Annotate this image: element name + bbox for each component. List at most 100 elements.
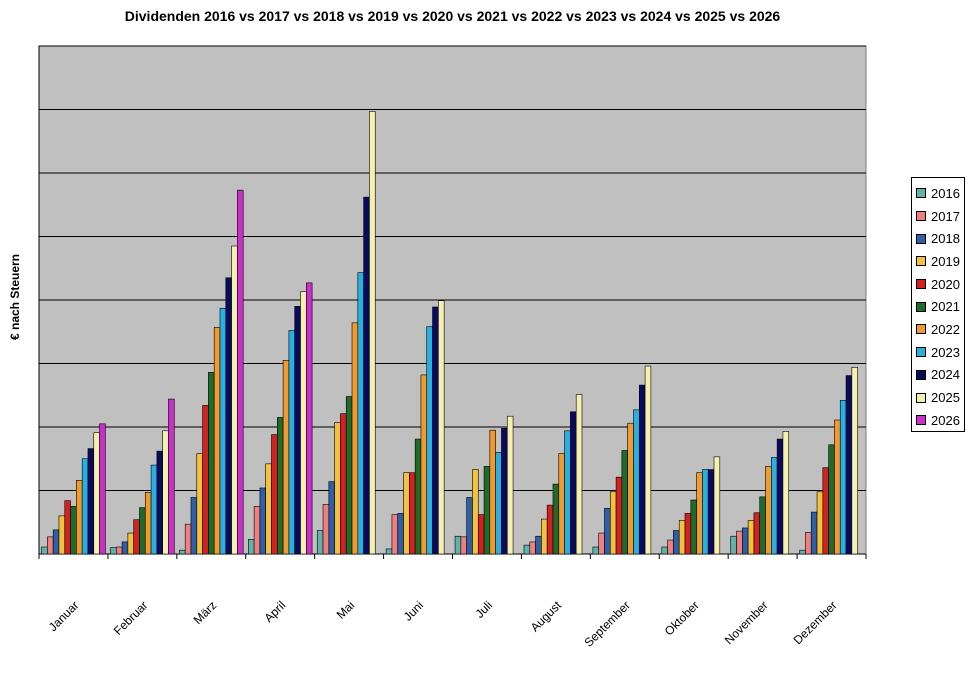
bar-2025-September — [644, 365, 652, 555]
bar-2016-Januar — [41, 546, 48, 555]
bar-2016-Mai — [316, 530, 324, 555]
bar-2021-Oktober — [690, 499, 697, 555]
bar-2022-April — [282, 360, 290, 555]
bar-2020-Dezember — [822, 467, 829, 555]
bar-2018-April — [259, 487, 267, 555]
bar-2024-Juli — [501, 427, 508, 555]
bar-2017-Mai — [322, 504, 330, 555]
x-tick-label: Oktober — [662, 598, 702, 638]
legend-swatch — [916, 188, 926, 199]
bar-2019-April — [265, 463, 272, 555]
x-tick-label: Januar — [46, 598, 82, 634]
legend-swatch — [916, 211, 926, 222]
legend-label: 2020 — [931, 276, 960, 292]
bar-2022-Juni — [420, 374, 428, 555]
bar-2016-April — [248, 539, 255, 555]
bar-2024-Januar — [87, 448, 95, 555]
bar-2016-Juni — [385, 548, 393, 555]
bar-2019-Juni — [403, 472, 410, 555]
bar-2020-Oktober — [684, 513, 692, 555]
bar-2017-Dezember — [805, 532, 812, 555]
bar-2022-Februar — [144, 492, 152, 555]
bar-2022-September — [627, 422, 634, 555]
bar-2023-November — [771, 457, 778, 555]
bar-2026-Februar — [168, 398, 175, 555]
legend-item: 2017 — [912, 205, 964, 228]
bar-2025-Mai — [369, 111, 376, 555]
bar-2022-Juli — [489, 429, 496, 555]
bar-2023-Mai — [357, 272, 364, 555]
legend-label: 2024 — [931, 367, 960, 383]
bar-2016-Juli — [454, 535, 462, 555]
bar-2019-August — [541, 518, 548, 555]
chart-title: Dividenden 2016 vs 2017 vs 2018 vs 2019 … — [124, 8, 781, 24]
bar-2021-November — [759, 496, 766, 555]
bar-2019-Januar — [58, 515, 66, 555]
bar-2018-September — [604, 507, 611, 555]
bar-2025-Dezember — [851, 367, 858, 555]
bar-2017-August — [529, 541, 536, 555]
bar-2023-Oktober — [702, 469, 709, 555]
bar-2020-November — [753, 512, 761, 555]
bar-2025-Juni — [438, 300, 445, 555]
legend-swatch — [916, 415, 926, 426]
x-tick-label: März — [191, 598, 220, 627]
legend-item: 2021 — [912, 295, 964, 318]
x-tick-label: Mai — [334, 598, 358, 622]
bar-2023-Februar — [150, 464, 158, 555]
bar-2017-April — [253, 506, 261, 555]
bar-2019-November — [747, 520, 755, 555]
bar-2019-März — [196, 453, 203, 555]
bar-2022-Oktober — [696, 472, 703, 555]
bar-2024-Dezember — [845, 375, 853, 555]
bar-2021-Juli — [483, 466, 491, 555]
legend-item: 2016 — [912, 182, 964, 205]
bar-2016-November — [730, 535, 737, 555]
bar-2021-April — [277, 417, 284, 555]
legend-item: 2024 — [912, 364, 964, 387]
bar-2022-März — [213, 327, 221, 555]
bar-2022-Dezember — [834, 419, 841, 555]
legend-label: 2022 — [931, 321, 960, 337]
bar-2023-Juli — [495, 452, 502, 555]
bar-2020-Mai — [340, 413, 347, 555]
legend-item: 2022 — [912, 318, 964, 341]
bar-2020-April — [271, 434, 278, 555]
legend-label: 2019 — [931, 253, 960, 269]
bar-2018-Juni — [397, 513, 404, 555]
bar-2020-Juni — [409, 472, 416, 555]
bar-2025-Oktober — [713, 456, 721, 555]
bar-2024-Oktober — [707, 469, 715, 555]
bar-2019-Februar — [127, 532, 134, 555]
legend-label: 2018 — [931, 231, 960, 247]
bar-2020-Juli — [477, 514, 485, 555]
bar-2023-Dezember — [839, 400, 847, 555]
bar-2025-Januar — [93, 432, 100, 555]
bar-2020-Januar — [64, 500, 71, 555]
bar-2024-März — [225, 277, 232, 555]
x-tick-label: April — [261, 598, 288, 625]
legend-item: 2018 — [912, 227, 964, 250]
legend-swatch — [916, 256, 926, 267]
bar-2018-Juli — [466, 497, 473, 555]
bar-2018-November — [742, 527, 749, 555]
legend-item: 2020 — [912, 273, 964, 296]
bar-2016-August — [523, 544, 531, 555]
bar-2023-Januar — [81, 458, 89, 555]
legend-label: 2021 — [931, 299, 960, 315]
legend-swatch — [916, 233, 926, 244]
bar-2017-November — [736, 530, 743, 555]
bar-2024-Mai — [363, 196, 370, 555]
bar-2021-September — [621, 450, 628, 555]
bar-2016-Februar — [110, 547, 117, 555]
bar-2017-Oktober — [667, 539, 674, 555]
bar-2016-Dezember — [799, 549, 806, 555]
bar-2017-Juli — [460, 536, 467, 555]
legend-label: 2017 — [931, 208, 960, 224]
legend-label: 2023 — [931, 344, 960, 360]
bar-2023-August — [564, 430, 571, 555]
bar-2019-Mai — [334, 422, 341, 555]
bar-2026-März — [237, 189, 244, 555]
legend-swatch — [916, 301, 926, 312]
